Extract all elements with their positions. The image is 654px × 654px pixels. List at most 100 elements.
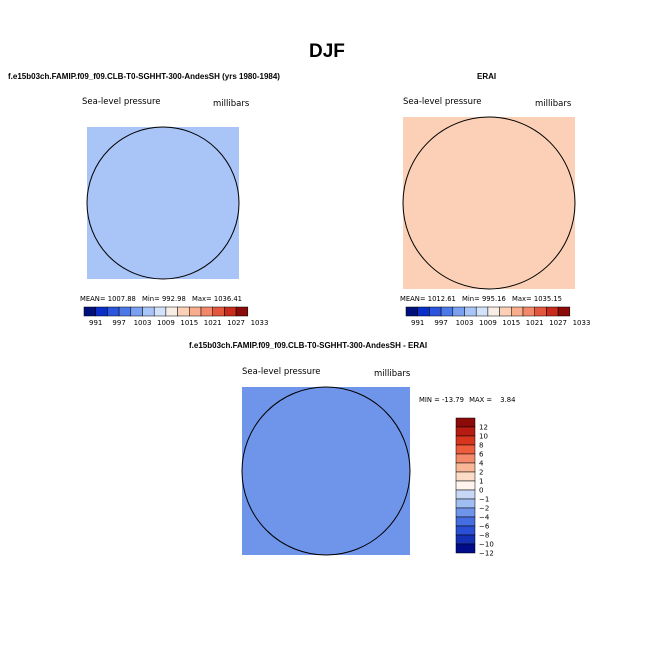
panel3-colorbar-tick-label: 8 [479, 442, 483, 450]
panel1-colorbar-tick-label: 1015 [180, 319, 198, 327]
panel3-max: 3.84 [500, 396, 516, 404]
panel3-colorbar-box [455, 471, 476, 482]
panel3-colorbar-tick-label: 2 [479, 469, 483, 477]
panel3-colorbar-box [455, 462, 476, 473]
panel1-units-label: millibars [213, 99, 250, 109]
panel3-colorbar-tick-label: −1 [479, 496, 489, 504]
panel3-colorbar-tick-label: 10 [479, 433, 488, 441]
panel2-colorbar-box [440, 306, 454, 317]
panel1-colorbar-box [153, 306, 167, 317]
panel2-colorbar-tick-label: 1015 [502, 319, 520, 327]
panel1-mean-label: MEAN= [80, 295, 106, 303]
panel2-colorbar-box [487, 306, 500, 317]
panel3-min-label: MIN = [419, 396, 440, 404]
panel3-colorbar-box [455, 489, 476, 500]
panel3-colorbar-box [455, 435, 476, 446]
panel2-colorbar-tick-label: 1021 [526, 319, 544, 327]
panel1-colorbar-box [107, 306, 120, 317]
panel3-colorbar-box [455, 498, 476, 509]
panel3-colorbar-tick-label: −12 [479, 550, 494, 558]
panel3-min: -13.79 [441, 396, 464, 404]
panel2-colorbar-tick-label: 997 [434, 319, 447, 327]
panel2-colorbar-box [464, 306, 477, 317]
panel1-colorbar-box [235, 306, 249, 317]
panel2-min-label: Min= [462, 295, 480, 303]
panel2-colorbar-box [522, 306, 535, 317]
panel3-colorbar-tick-label: 6 [479, 451, 484, 459]
panel3-border [241, 386, 411, 556]
panel2-colorbar-box [499, 306, 512, 317]
panel3-colorbar-tick-label: 4 [479, 460, 484, 468]
panel2-colorbar-box [557, 306, 571, 317]
page-title: DJF [309, 41, 345, 62]
panel2-title: ERAI [477, 72, 497, 81]
panel2-colorbar: 991 997 1003 1009 1015 1021 1027 1033 [405, 306, 591, 327]
panel1-colorbar-tick-label: 1021 [204, 319, 222, 327]
panel2-colorbar-box [452, 306, 465, 317]
panel3-colorbar-box [455, 516, 476, 527]
panel2-colorbar-box [417, 306, 430, 317]
panel1-colorbar-box [224, 306, 237, 317]
panel3-colorbar-tick-label: −4 [479, 514, 490, 522]
panel1-title: f.e15b03ch.FAMIP.f09_f09.CLB-T0-SGHHT-30… [8, 72, 280, 81]
panel1-min: 992.98 [161, 295, 186, 303]
panel1-variable-label: Sea-level pressure [82, 97, 161, 107]
panel3-colorbar-box [455, 480, 476, 491]
panel2-mean: 1012.61 [427, 295, 456, 303]
panel3-colorbar-box [455, 543, 476, 554]
panel1-colorbar-box [189, 306, 202, 317]
panel2-max-label: Max= [511, 295, 532, 303]
panel2-max: 1035.15 [533, 295, 562, 303]
panel3-colorbar-tick-label: −6 [479, 523, 490, 531]
panel1-colorbar-box [177, 306, 190, 317]
panel2-colorbar-tick-label: 1003 [456, 319, 474, 327]
panel1-colorbar-tick-label: 1003 [134, 319, 152, 327]
panel1-background [87, 127, 239, 279]
panel1-colorbar-tick-label: 1027 [227, 319, 245, 327]
panel2-mean-label: MEAN= [400, 295, 426, 303]
panel1-colorbar-box [200, 306, 213, 317]
panel3-colorbar-box [455, 444, 476, 455]
panel3-colorbar-tick-label: 1 [479, 478, 483, 486]
panel3-colorbar-box [455, 453, 476, 464]
panel1-colorbar-tick-label: 1009 [157, 319, 175, 327]
panel3-colorbar-box [455, 534, 476, 545]
panel1-border [86, 126, 240, 280]
panel2-colorbar-box [546, 306, 559, 317]
panel3-units-label: millibars [374, 369, 411, 379]
panel1-colorbar-box [83, 306, 96, 317]
panel2-colorbar-tick-label: 1033 [573, 319, 591, 327]
panel2-colorbar-tick-label: 1009 [479, 319, 497, 327]
panel2-background [403, 117, 575, 289]
panel2-colorbar-tick-label: 1027 [549, 319, 567, 327]
panel1-colorbar-tick-label: 997 [112, 319, 125, 327]
panel3-colorbar-tick-label: −2 [479, 505, 489, 513]
panel1-max-label: Max= [191, 295, 212, 303]
panel1-colorbar-box [142, 306, 155, 317]
panel2-border [402, 116, 576, 290]
panel3-variable-label: Sea-level pressure [242, 367, 321, 377]
panel1-min-label: Min= [142, 295, 160, 303]
panel3-colorbar-tick-label: 12 [479, 424, 488, 432]
panel2-colorbar-box [429, 306, 442, 317]
panel2-units-label: millibars [535, 99, 572, 109]
panel1-colorbar-box [165, 306, 178, 317]
panel3-colorbar-box [455, 426, 476, 437]
panel2-stats: MEAN= 1012.61 Min= 995.16 Max= 1035.15 [400, 295, 562, 303]
panel2-variable-label: Sea-level pressure [403, 97, 482, 107]
panel2-colorbar-box [534, 306, 547, 317]
panel1-mean: 1007.88 [107, 295, 136, 303]
panel1-colorbar-tick-label: 991 [89, 319, 102, 327]
panel1-colorbar: 991 997 1003 1009 1015 1021 1027 1033 [83, 306, 268, 327]
panel3-colorbar-box [455, 525, 476, 536]
panel2-colorbar-tick-label: 991 [411, 319, 424, 327]
panel1-colorbar-box [212, 306, 225, 317]
panel2-colorbar-box [511, 306, 524, 317]
panel3-title: f.e15b03ch.FAMIP.f09_f09.CLB-T0-SGHHT-30… [189, 341, 428, 350]
panel3-background [242, 387, 410, 555]
panel1-colorbar-box [130, 306, 143, 317]
panel3-colorbar-box [455, 417, 476, 428]
